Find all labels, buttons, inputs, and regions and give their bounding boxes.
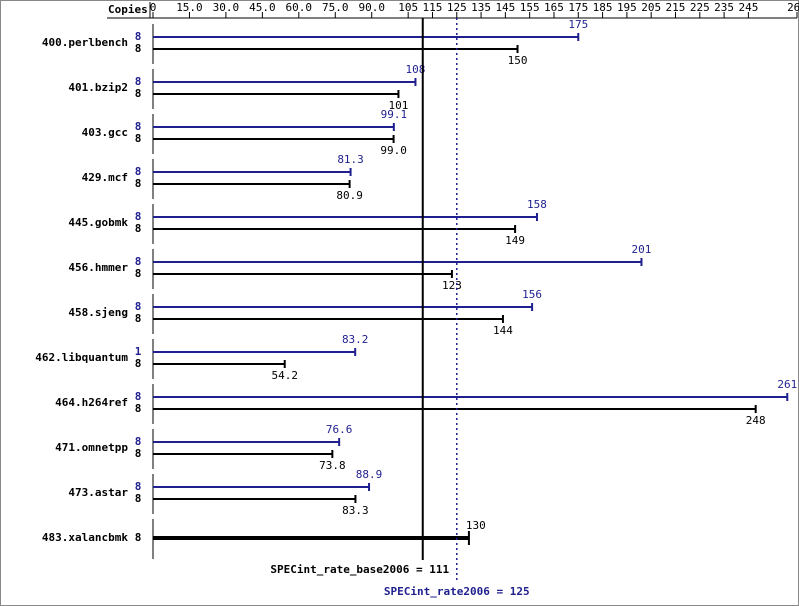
copies-label: 8 <box>135 120 142 133</box>
x-tick-label: 0 <box>150 1 157 14</box>
x-tick-label: 175 <box>568 1 588 14</box>
copies-label: 8 <box>135 531 142 544</box>
copies-label: 8 <box>135 402 142 415</box>
x-tick-label: 105 <box>398 1 418 14</box>
category-label: 464.h264ref <box>55 396 128 409</box>
x-tick-label: 30.0 <box>213 1 240 14</box>
x-tick-label: 155 <box>520 1 540 14</box>
copies-label: 8 <box>135 492 142 505</box>
category-label: 483.xalancbmk <box>42 531 128 544</box>
value-label: 88.9 <box>356 468 383 481</box>
value-label: 144 <box>493 324 513 337</box>
x-tick-label: 115 <box>423 1 443 14</box>
x-tick-label: 75.0 <box>322 1 349 14</box>
copies-label: 1 <box>135 345 142 358</box>
copies-label: 8 <box>135 300 142 313</box>
category-label: 456.hmmer <box>68 261 128 274</box>
value-label: 149 <box>505 234 525 247</box>
reference-label: SPECint_rate_base2006 = 111 <box>270 563 449 576</box>
x-tick-label: 205 <box>641 1 661 14</box>
copies-label: 8 <box>135 87 142 100</box>
x-tick-label: 265 <box>787 1 799 14</box>
copies-label: 8 <box>135 132 142 145</box>
value-label: 108 <box>406 63 426 76</box>
value-label: 156 <box>522 288 542 301</box>
x-tick-label: 60.0 <box>286 1 313 14</box>
value-label: 175 <box>568 18 588 31</box>
category-label: 429.mcf <box>82 171 128 184</box>
value-label: 150 <box>508 54 528 67</box>
value-label: 201 <box>632 243 652 256</box>
x-tick-label: 145 <box>495 1 515 14</box>
copies-label: 8 <box>135 447 142 460</box>
x-tick-label: 245 <box>738 1 758 14</box>
copies-label: 8 <box>135 210 142 223</box>
value-label: 76.6 <box>326 423 353 436</box>
copies-label: 8 <box>135 255 142 268</box>
value-label: 81.3 <box>337 153 364 166</box>
value-label: 80.9 <box>336 189 363 202</box>
copies-label: 8 <box>135 42 142 55</box>
category-label: 400.perlbench <box>42 36 128 49</box>
value-label: 130 <box>466 519 486 532</box>
value-label: 73.8 <box>319 459 346 472</box>
category-label: 458.sjeng <box>68 306 128 319</box>
category-label: 473.astar <box>68 486 128 499</box>
category-label: 462.libquantum <box>35 351 128 364</box>
copies-label: 8 <box>135 390 142 403</box>
value-label: 101 <box>389 99 409 112</box>
copies-label: 8 <box>135 165 142 178</box>
x-tick-label: 15.0 <box>176 1 203 14</box>
copies-label: 8 <box>135 75 142 88</box>
copies-label: 8 <box>135 435 142 448</box>
copies-label: 8 <box>135 177 142 190</box>
copies-label: 8 <box>135 312 142 325</box>
category-label: 401.bzip2 <box>68 81 128 94</box>
x-tick-label: 135 <box>471 1 491 14</box>
value-label: 99.1 <box>381 108 408 121</box>
copies-label: 8 <box>135 30 142 43</box>
x-tick-label: 225 <box>690 1 710 14</box>
value-label: 83.3 <box>342 504 369 517</box>
reference-label: SPECint_rate2006 = 125 <box>384 585 530 598</box>
axis-title: Copies <box>108 3 148 16</box>
copies-label: 8 <box>135 357 142 370</box>
x-tick-label: 165 <box>544 1 564 14</box>
value-label: 123 <box>442 279 462 292</box>
x-tick-label: 215 <box>666 1 686 14</box>
value-label: 158 <box>527 198 547 211</box>
copies-label: 8 <box>135 480 142 493</box>
x-tick-label: 195 <box>617 1 637 14</box>
value-label: 99.0 <box>380 144 407 157</box>
value-label: 248 <box>746 414 766 427</box>
x-tick-label: 45.0 <box>249 1 276 14</box>
x-tick-label: 185 <box>593 1 613 14</box>
category-label: 403.gcc <box>82 126 128 139</box>
copies-label: 8 <box>135 267 142 280</box>
x-tick-label: 125 <box>447 1 467 14</box>
copies-label: 8 <box>135 222 142 235</box>
category-label: 471.omnetpp <box>55 441 128 454</box>
value-label: 83.2 <box>342 333 369 346</box>
x-tick-label: 90.0 <box>358 1 385 14</box>
value-label: 54.2 <box>271 369 298 382</box>
value-label: 261 <box>777 378 797 391</box>
category-label: 445.gobmk <box>68 216 128 229</box>
x-tick-label: 235 <box>714 1 734 14</box>
